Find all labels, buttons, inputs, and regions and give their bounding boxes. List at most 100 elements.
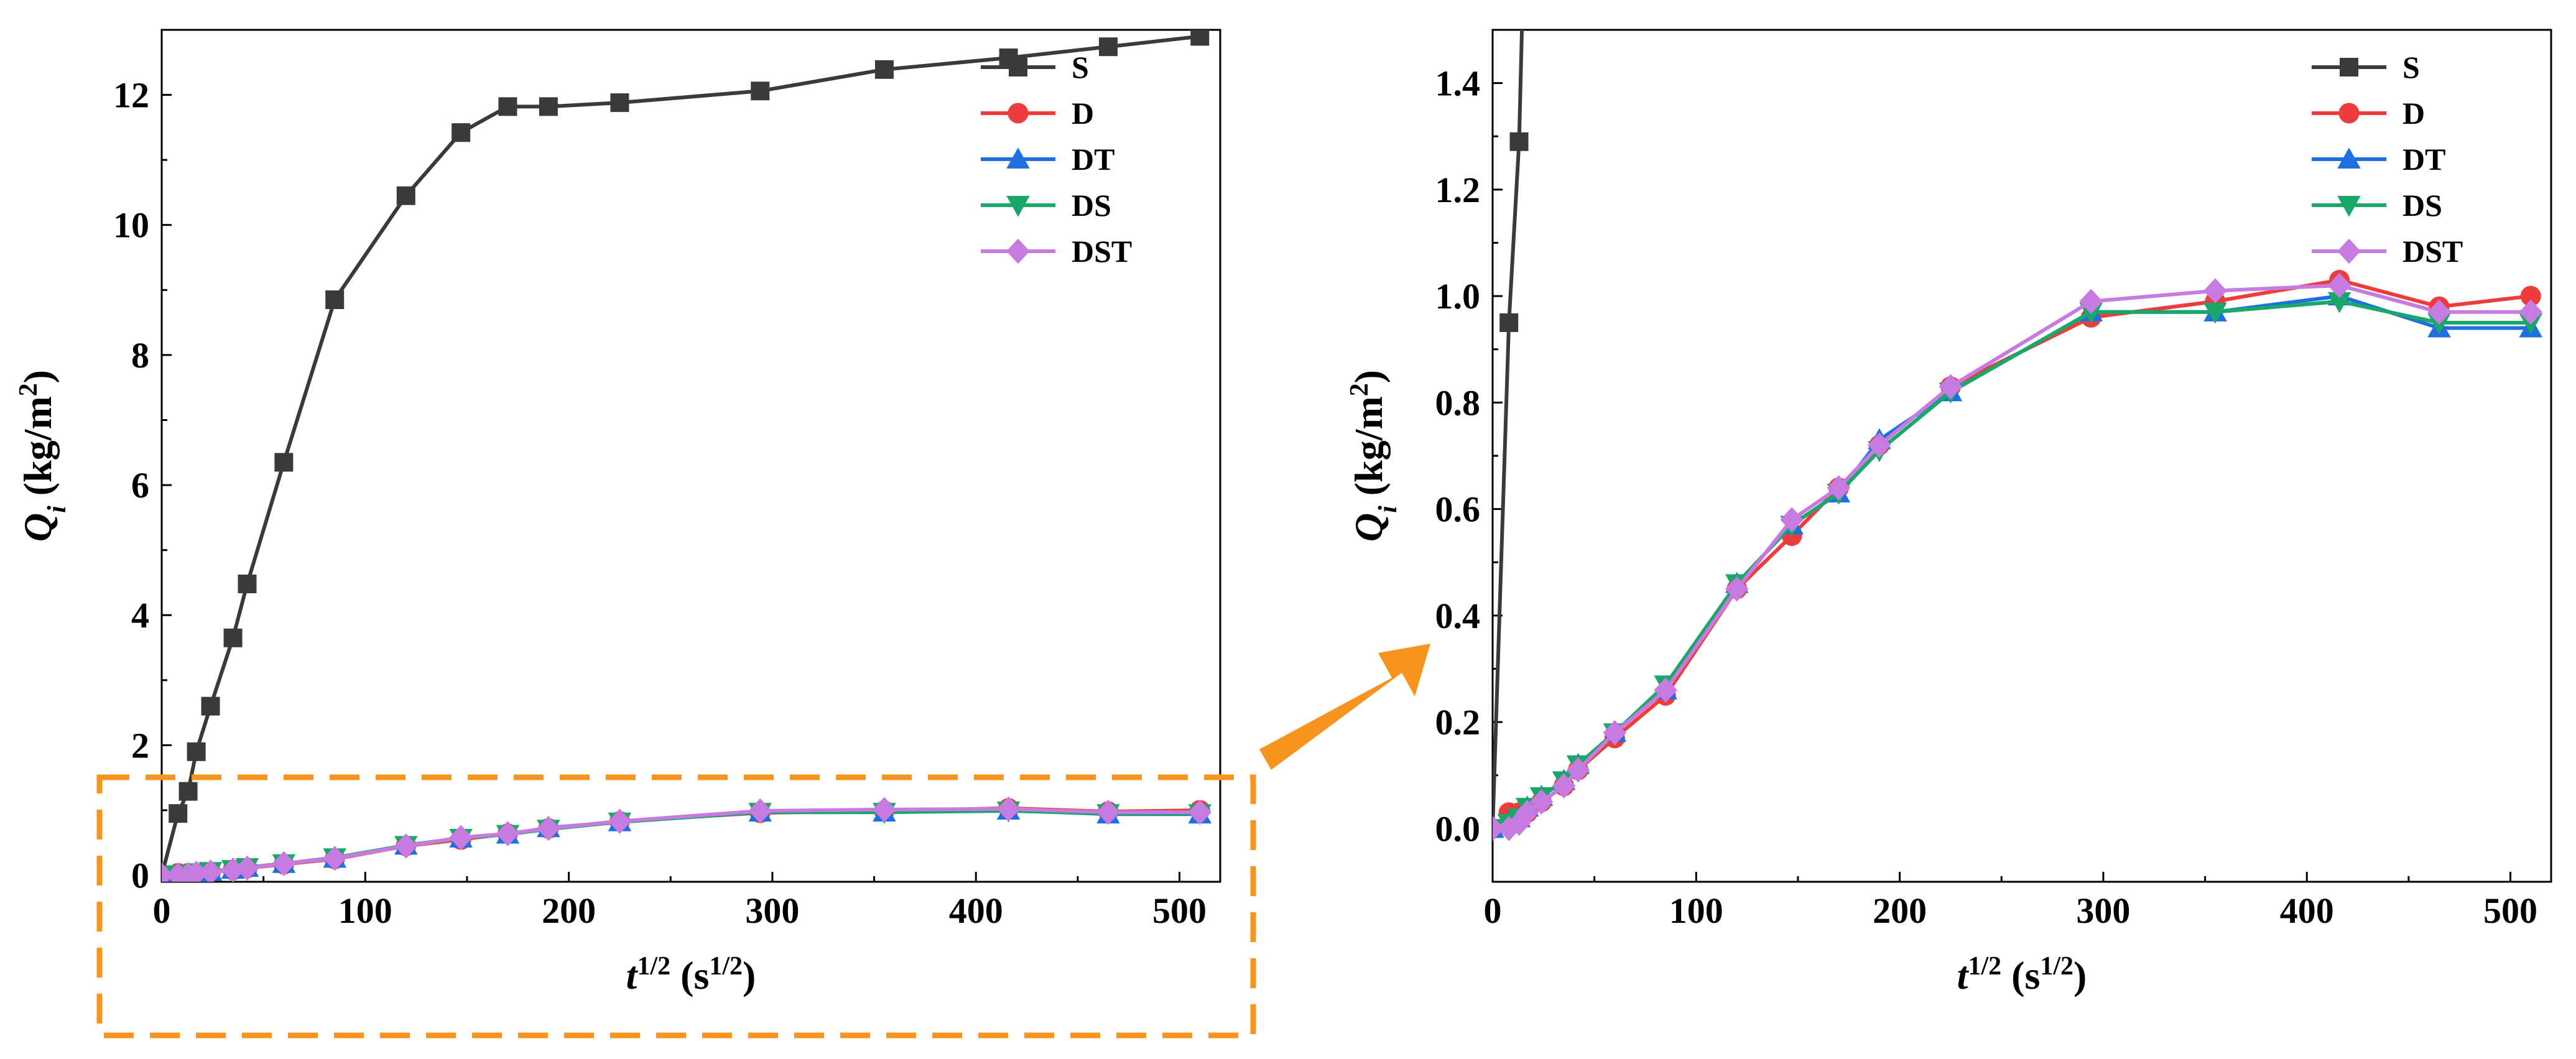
right-x-tick-label: 200 [1873, 890, 1927, 931]
right-legend-label-D: D [2402, 96, 2425, 131]
zoom-arrow [1259, 644, 1430, 770]
left-point-S [610, 93, 629, 113]
left-point-S [274, 453, 294, 472]
right-legend-label-S: S [2402, 50, 2420, 85]
right-y-tick-label: 0.6 [1435, 489, 1481, 530]
right-y-tick-label: 0.2 [1435, 702, 1481, 742]
zoom-region-box [96, 774, 1256, 1038]
left-point-S [187, 742, 206, 761]
right-y-tick-label: 1.4 [1435, 63, 1481, 104]
right-y-tick-label: 0.4 [1435, 596, 1481, 636]
right-legend-label-DT: DT [2402, 142, 2445, 177]
left-series-line-DS [162, 808, 1200, 877]
left-series-line-S [162, 34, 1200, 876]
right-point-DST [2427, 299, 2451, 325]
left-point-DST [1096, 799, 1120, 825]
right-x-tick-label: 400 [2280, 890, 2334, 931]
left-point-DST [221, 857, 245, 882]
left-y-axis-title: Qi (kg/m2) [14, 370, 72, 542]
left-point-S [396, 186, 415, 205]
right-x-axis-title: t1/2 (s1/2) [1957, 952, 2087, 997]
left-point-S [169, 804, 188, 823]
right-point-DST [2327, 272, 2351, 298]
left-y-tick-label: 2 [131, 725, 149, 765]
left-point-DST [537, 815, 560, 841]
right-legend: SD DT DS DST [2312, 50, 2463, 269]
left-point-DST [1188, 799, 1212, 825]
left-point-S [238, 575, 257, 594]
left-legend-label-D: D [1072, 96, 1094, 131]
right-plot-frame [1491, 29, 2552, 883]
left-x-tick-label: 100 [338, 890, 392, 931]
left-point-DST [748, 798, 772, 824]
right-point-DST [1552, 773, 1576, 799]
left-legend-marker-S [1009, 58, 1027, 76]
left-point-S [751, 81, 770, 101]
left-legend-marker-DT [1006, 147, 1030, 169]
left-x-tick-label: 400 [949, 890, 1003, 931]
right-legend-marker-D [2338, 103, 2360, 124]
right-x-tick-label: 300 [2076, 890, 2130, 931]
right-x-tick-label: 500 [2483, 890, 2537, 931]
right-point-D [2520, 285, 2541, 307]
right-point-DST [1515, 800, 1539, 825]
right-y-tick-label: 1.0 [1435, 276, 1481, 317]
left-point-DST [394, 833, 418, 859]
right-legend-marker-DT [2337, 147, 2361, 169]
right-point-S [1499, 313, 1519, 332]
left-y-tick-label: 6 [131, 465, 149, 506]
left-legend-marker-DS [1006, 196, 1030, 217]
left-point-S [1098, 37, 1118, 57]
right-legend-label-DS: DS [2402, 188, 2442, 223]
left-legend-label-DS: DS [1072, 188, 1111, 223]
left-x-tick-label: 0 [153, 890, 171, 931]
left-point-S [223, 628, 243, 647]
left-point-DST [996, 796, 1021, 822]
left-point-DST [198, 859, 223, 882]
left-x-tick-label: 500 [1152, 890, 1207, 931]
right-x-tick-label: 100 [1669, 890, 1723, 931]
left-point-S [539, 97, 558, 116]
right-series-line-DT [1493, 294, 2531, 831]
right-point-DST [1868, 432, 1891, 458]
right-point-DST [1603, 720, 1627, 746]
left-x-tick-label: 200 [542, 890, 596, 931]
right-point-DST [1939, 374, 1963, 399]
right-point-DST [1780, 507, 1804, 532]
right-series-group [1493, 30, 2543, 841]
left-legend-label-S: S [1072, 50, 1089, 85]
right-panel: 0 100 200 300 400 500 0.0 0.2 0.4 0.6 0.8 1.0 1.2 1.4… [1345, 29, 2552, 997]
right-legend-marker-DST [2337, 238, 2361, 264]
right-point-DST [1827, 475, 1851, 501]
left-point-DST [272, 851, 296, 876]
right-point-DST [1529, 789, 1554, 815]
right-point-DS [2203, 302, 2227, 324]
left-legend-marker-DST [1006, 238, 1030, 264]
zoom-annotations [96, 644, 1430, 1038]
left-point-DST [608, 808, 632, 834]
right-point-S [1509, 132, 1529, 151]
left-legend-label-DST: DST [1072, 234, 1132, 269]
left-point-DST [496, 821, 520, 846]
left-x-axis-title: t1/2 (s1/2) [626, 952, 756, 997]
left-point-DST [873, 797, 896, 823]
right-x-tick-label: 0 [1484, 890, 1502, 931]
left-legend-marker-D [1008, 103, 1029, 124]
right-y-tick-label: 0.0 [1435, 808, 1481, 849]
left-y-tick-label: 4 [131, 595, 149, 636]
left-y-tick-label: 8 [131, 335, 149, 376]
right-point-DST [1654, 677, 1677, 703]
left-point-S [1190, 30, 1210, 46]
right-y-tick-label: 0.8 [1435, 382, 1481, 423]
left-plot-frame [160, 29, 1221, 883]
left-point-DST [323, 846, 346, 871]
right-y-axis-title: Qi (kg/m2) [1345, 370, 1402, 542]
right-series-line-D [1493, 278, 2531, 830]
left-point-S [874, 60, 894, 79]
left-point-S [498, 97, 517, 116]
left-y-tick-label: 10 [113, 205, 149, 246]
left-series-line-DT [162, 808, 1200, 877]
left-y-tick-label: 12 [113, 75, 149, 116]
